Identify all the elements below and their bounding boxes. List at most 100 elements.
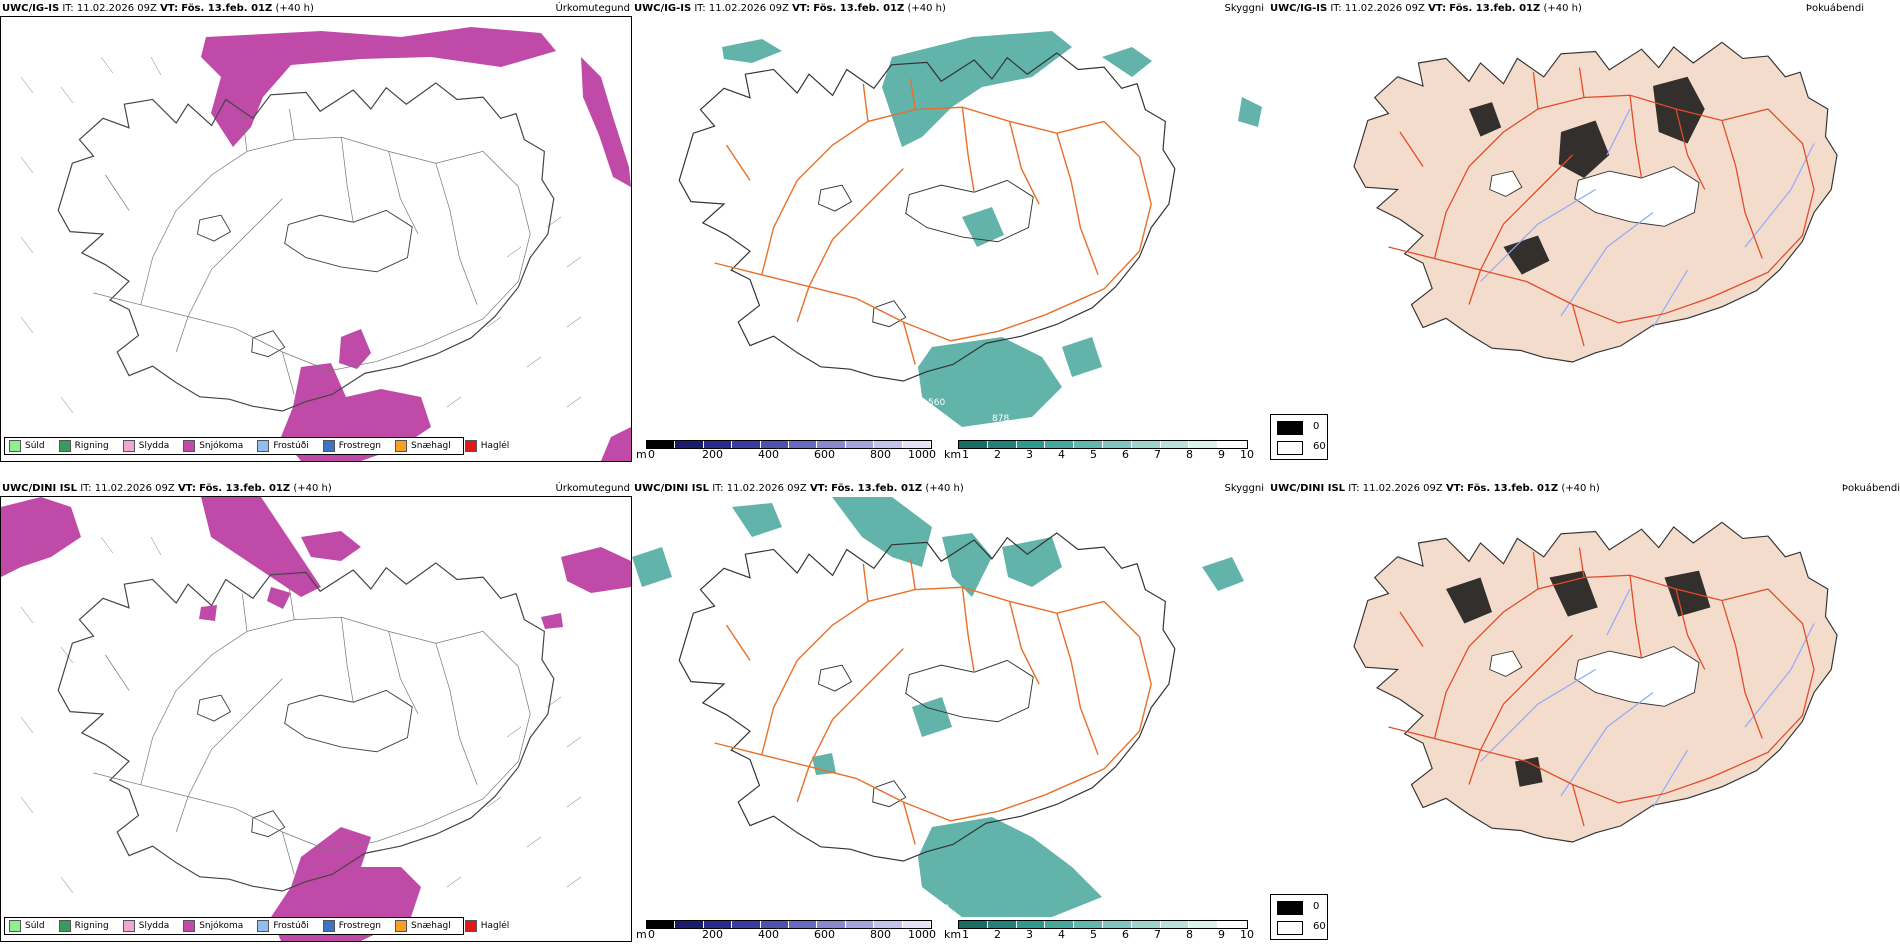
legend-label: Súld (25, 441, 45, 451)
height-tick: 1000 (908, 448, 936, 461)
row2-precip-frame (0, 496, 632, 942)
legend-label: Snjókoma (199, 921, 244, 931)
row2-fog-map (1353, 521, 1838, 843)
row2-cloud-map: 812 858 (632, 497, 1244, 917)
iceland-outline (57, 82, 555, 412)
cloud-areas (632, 497, 1244, 917)
row2-cloud-header: UWC/DINI ISL IT: 11.02.2026 09Z VT: Fös.… (634, 483, 964, 494)
row1-precip-legend: Súld Rigning Slydda Snjókoma Frostúði Frostre… (4, 437, 509, 455)
row2-fog-title: Þokuábendi (1841, 483, 1900, 494)
vis-tick: 7 (1154, 928, 1161, 941)
cloud-areas (722, 31, 1262, 427)
row1-precip-title: Úrkomutegund (555, 3, 630, 14)
vis-tick: 4 (1058, 448, 1065, 461)
vis-tick: 5 (1090, 448, 1097, 461)
legend-swatch (122, 920, 135, 932)
vis-tick: 4 (1058, 928, 1065, 941)
row2-fog-header: UWC/DINI ISL IT: 11.02.2026 09Z VT: Fös.… (1270, 483, 1600, 494)
height-tick: 600 (814, 448, 835, 461)
vis-tick: 2 (994, 928, 1001, 941)
legend-swatch (395, 440, 408, 452)
legend-label: Haglél (480, 921, 510, 931)
row2-precip-panel: UWC/DINI ISL IT: 11.02.2026 09Z VT: Fös.… (0, 480, 640, 950)
vis-tick: 9 (1218, 928, 1225, 941)
height-tick: 800 (870, 928, 891, 941)
height-tick: 0 (648, 448, 655, 461)
vis-tick: 6 (1122, 928, 1129, 941)
legend-label: Haglél (480, 441, 510, 451)
vis-tick: 8 (1186, 448, 1193, 461)
vis-tick: 10 (1240, 928, 1254, 941)
legend-label: Slydda (138, 441, 170, 451)
legend-item: Frostúði (257, 920, 309, 932)
row1-precip-header: UWC/IG-IS IT: 11.02.2026 09Z VT: Fös. 13… (2, 3, 314, 14)
row1-fog-map (1353, 41, 1838, 363)
legend-item: Frostúði (257, 440, 309, 452)
legend-label: Rigning (74, 921, 109, 931)
legend-item: Snjókoma (183, 440, 243, 452)
iceland-outline (57, 562, 555, 892)
height-unit: m (636, 448, 647, 461)
legend-swatch (183, 920, 196, 932)
legend-swatch (9, 440, 21, 452)
legend-label: Snæhagl (411, 441, 451, 451)
legend-label: Frostúði (273, 921, 309, 931)
vis-tick: 9 (1218, 448, 1225, 461)
vis-tick: 1 (962, 448, 969, 461)
vis-tick: 3 (1026, 928, 1033, 941)
legend-swatch (464, 440, 477, 452)
legend-label: Rigning (74, 441, 109, 451)
legend-label: Slydda (138, 921, 170, 931)
legend-item: Súld (9, 440, 45, 452)
row2-precip-legend: Súld Rigning Slydda Snjókoma Frostúði Frostre… (4, 917, 509, 935)
fog-areas (1446, 570, 1711, 787)
legend-item: Frostregn (322, 920, 382, 932)
vis-tick: 5 (1090, 928, 1097, 941)
height-unit: m (636, 928, 647, 941)
legend-item: Slydda (122, 440, 170, 452)
row1-cloud-panel: UWC/IG-IS IT: 11.02.2026 09Z VT: Fös. 13… (632, 0, 1264, 470)
row2-vis-colorbar: km 1 2 3 4 5 6 7 8 9 10 (944, 920, 1254, 950)
legend-swatch (395, 920, 408, 932)
cloud-label: 858 (932, 904, 949, 914)
legend-swatch (9, 920, 21, 932)
row2-precip-title: Úrkomutegund (555, 483, 630, 494)
legend-item: Rigning (58, 920, 109, 932)
legend-swatch (464, 920, 477, 932)
row1-cloud-header: UWC/IG-IS IT: 11.02.2026 09Z VT: Fös. 13… (634, 3, 946, 14)
row1-fog-panel: UWC/IG-IS IT: 11.02.2026 09Z VT: Fös. 13… (1268, 0, 1900, 410)
legend-swatch (257, 440, 270, 452)
vis-tick: 3 (1026, 448, 1033, 461)
vis-tick: 1 (962, 928, 969, 941)
row1-cloud-title: Skyggni (1224, 3, 1264, 14)
legend-label: Súld (25, 921, 45, 931)
legend-item: Slydda (122, 920, 170, 932)
legend-label: Frostúði (273, 441, 309, 451)
vis-tick: 7 (1154, 448, 1161, 461)
row1-fog-legend: 0 60 (1270, 414, 1328, 460)
snow-areas (1, 497, 631, 941)
legend-item: Snæhagl (395, 920, 451, 932)
row1-precip-map (20, 27, 631, 461)
row1-height-colorbar: m 0 200 400 600 800 1000 (636, 440, 936, 470)
legend-label: Frostregn (338, 921, 382, 931)
height-tick: 400 (758, 448, 779, 461)
row2-height-colorbar: m 0 200 400 600 800 1000 (636, 920, 936, 950)
row2-cloud-title: Skyggni (1224, 483, 1264, 494)
legend-swatch (58, 920, 71, 932)
iceland-outline-cloud (678, 532, 1176, 862)
row2-fog-panel: UWC/DINI ISL IT: 11.02.2026 09Z VT: Fös.… (1268, 480, 1900, 890)
cloud-label: 560 (928, 398, 945, 408)
height-tick: 400 (758, 928, 779, 941)
row2-fog-legend: 0 60 (1270, 894, 1328, 940)
legend-label: Frostregn (338, 441, 382, 451)
cloud-label: 878 (992, 414, 1009, 424)
legend-item: Frostregn (322, 440, 382, 452)
legend-swatch (183, 440, 196, 452)
legend-swatch (122, 440, 135, 452)
legend-label: Snæhagl (411, 921, 451, 931)
height-tick: 800 (870, 448, 891, 461)
legend-item: Súld (9, 920, 45, 932)
vis-tick: 8 (1186, 928, 1193, 941)
legend-swatch (322, 920, 335, 932)
